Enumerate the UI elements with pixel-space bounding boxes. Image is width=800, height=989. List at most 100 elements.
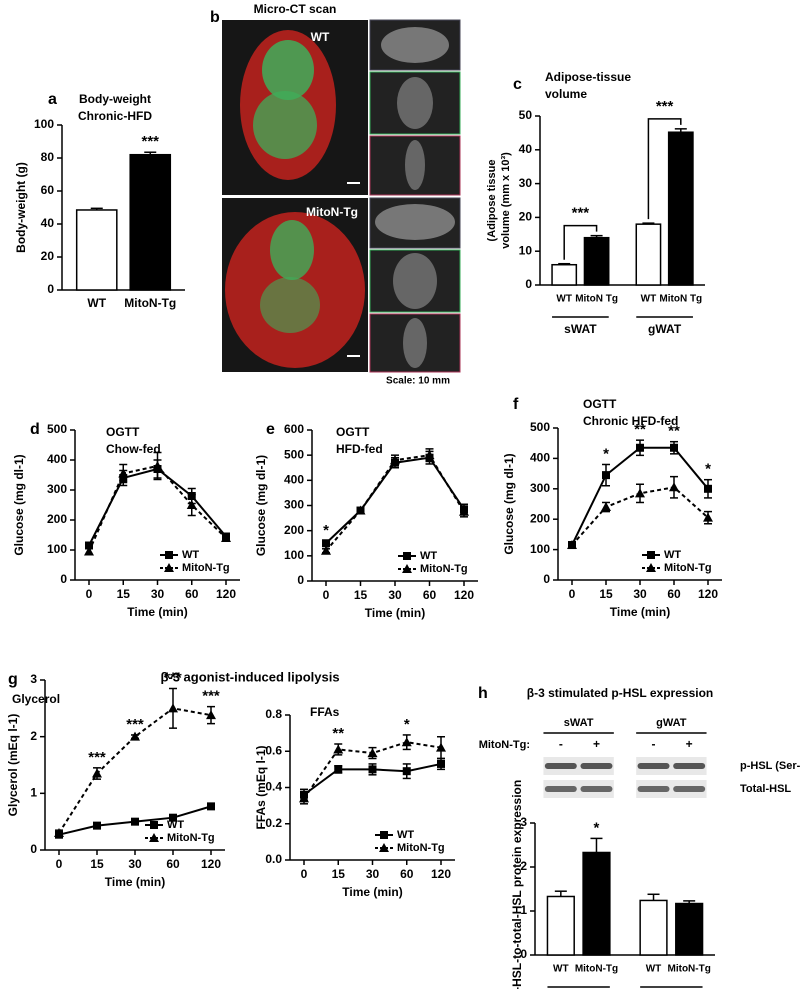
x-tick-label: WT — [641, 294, 657, 305]
mouse-organs — [260, 277, 320, 333]
y-tick-label: 100 — [34, 117, 54, 131]
legend-label: MitoN-Tg — [397, 842, 445, 854]
x-tick-label: 60 — [423, 588, 437, 602]
chart-subtitle: Chow-fed — [106, 442, 161, 456]
panel-letter: d — [30, 421, 40, 438]
marker — [379, 843, 389, 852]
marker — [84, 546, 94, 556]
significance: * — [603, 445, 609, 462]
slice-image — [393, 253, 437, 309]
y-axis-label: Glucose (mg dl-1) — [254, 455, 268, 556]
scan-label: MitoN-Tg — [306, 205, 358, 219]
y-tick-label: 600 — [284, 422, 304, 436]
chart-title: Glycerol — [12, 692, 60, 706]
y-tick-label: 300 — [47, 482, 67, 496]
y-tick-label: 500 — [530, 420, 550, 434]
y-tick-label: 1 — [30, 786, 37, 800]
blot-band — [673, 786, 706, 792]
marker — [704, 484, 712, 493]
series-line — [325, 456, 465, 544]
marker — [602, 471, 610, 480]
blot-group: gWAT — [656, 717, 687, 729]
marker — [670, 443, 678, 452]
series-line — [58, 707, 212, 834]
marker — [333, 744, 344, 754]
chart-subtitle: Chronic HFD-fed — [583, 414, 678, 428]
x-axis-label: Time (min) — [342, 885, 402, 899]
significance: * — [323, 522, 329, 539]
legend-label: MitoN-Tg — [167, 832, 215, 844]
panel-letter: e — [266, 421, 275, 438]
x-tick-label: 0 — [56, 857, 63, 871]
y-axis-label: FFAs (mEq l-1) — [254, 745, 268, 829]
marker — [368, 765, 377, 774]
blot-strip — [636, 757, 707, 775]
blot-lane: - — [652, 737, 656, 751]
y-tick-label: 80 — [41, 150, 55, 164]
blot-band-label: Total-HSL — [740, 783, 791, 795]
chart-title: Body-weight — [79, 92, 151, 106]
series-line — [88, 467, 227, 546]
y-tick-label: 0 — [30, 842, 37, 856]
panel-title: β-3 agonist-induced lipolysis — [160, 669, 339, 684]
marker — [646, 563, 656, 572]
y-axis-label: volume (mm x 10³) — [500, 152, 512, 249]
significance: *** — [88, 749, 106, 766]
micro-ct-panel: b Micro-CT scan WT MitoN-Tg Scale: 10 mm — [210, 2, 461, 387]
x-tick-label: WT — [646, 964, 662, 975]
bracket — [647, 118, 682, 220]
marker — [601, 502, 611, 512]
y-tick-label: 100 — [284, 548, 304, 562]
mouse-organs — [253, 91, 317, 159]
blot-lane: + — [593, 737, 600, 751]
chart-subtitle: Chronic-HFD — [78, 109, 152, 123]
y-axis-label: Glucose (mg dl-1) — [502, 453, 516, 554]
panel-letter: h — [478, 685, 488, 702]
x-axis-label: Time (min) — [610, 605, 670, 619]
y-tick-label: 200 — [47, 512, 67, 526]
marker — [424, 450, 435, 460]
bar — [675, 902, 704, 956]
y-tick-label: 0 — [520, 947, 527, 961]
y-tick-label: 40 — [41, 216, 55, 230]
marker — [401, 737, 412, 747]
marker — [164, 563, 174, 572]
significance: *** — [141, 133, 159, 150]
panel-letter: b — [210, 9, 220, 26]
legend-label: WT — [397, 829, 414, 841]
marker — [390, 455, 400, 465]
chart-title: OGTT — [336, 425, 370, 439]
slice-image — [405, 140, 425, 190]
marker — [118, 468, 129, 478]
panel-title: Micro-CT scan — [254, 2, 337, 16]
slice-image — [403, 318, 427, 368]
panel-letter: c — [513, 76, 522, 93]
scale-text: Scale: 10 mm — [386, 376, 450, 387]
x-tick-label: 30 — [633, 587, 647, 601]
y-tick-label: 3 — [520, 815, 527, 829]
blot-band — [544, 763, 577, 769]
x-tick-label: 120 — [454, 588, 474, 602]
x-tick-label: 0 — [301, 867, 308, 881]
mouse-organs — [270, 220, 314, 280]
x-tick-label: 0 — [86, 587, 93, 601]
x-tick-label: MitoN-Tg — [668, 964, 711, 975]
significance: *** — [164, 669, 182, 686]
significance: ** — [332, 725, 344, 742]
marker — [165, 551, 173, 559]
y-tick-label: 0 — [60, 572, 67, 586]
marker — [168, 703, 178, 713]
y-tick-label: 100 — [47, 542, 67, 556]
y-tick-label: 200 — [284, 523, 304, 537]
y-tick-label: 0.8 — [265, 707, 282, 721]
marker — [459, 506, 469, 516]
x-tick-label: 15 — [354, 588, 368, 602]
significance: * — [404, 716, 410, 733]
y-tick-label: 60 — [41, 183, 55, 197]
y-tick-label: 0.6 — [265, 743, 282, 757]
x-tick-label: MitoN Tg — [659, 294, 702, 305]
marker — [669, 482, 679, 492]
y-tick-label: 400 — [47, 452, 67, 466]
x-tick-label: WT — [556, 294, 572, 305]
